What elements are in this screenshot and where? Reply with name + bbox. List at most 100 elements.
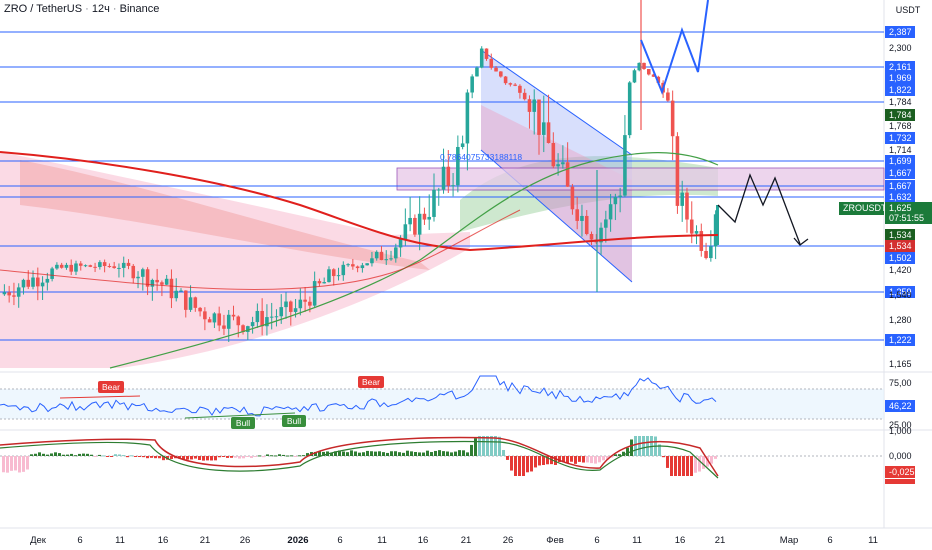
macd-histogram-bar	[178, 456, 181, 459]
candle-body	[394, 247, 398, 259]
candle-body	[432, 189, 436, 217]
price-level-tag-label: 2,387	[889, 27, 912, 37]
candle-body	[561, 162, 565, 165]
price-tick-label: 1,768	[889, 121, 912, 131]
macd-histogram-bar	[666, 456, 669, 468]
candle-body	[246, 326, 250, 332]
candle-body	[689, 219, 694, 234]
macd-histogram-bar	[578, 456, 581, 462]
macd-histogram-bar	[534, 456, 537, 468]
macd-histogram-bar	[542, 456, 545, 465]
candle-body	[74, 263, 78, 272]
macd-histogram-bar	[370, 451, 373, 456]
time-axis-label: 16	[158, 535, 169, 546]
macd-histogram-bar	[406, 450, 409, 456]
macd-histogram-bar	[42, 453, 45, 456]
candle-body	[642, 62, 646, 70]
macd-histogram-bar	[438, 450, 441, 456]
candle-body	[327, 269, 331, 283]
macd-histogram-bar	[166, 456, 169, 460]
macd-pane[interactable]	[0, 430, 884, 528]
macd-histogram-bar	[510, 456, 513, 471]
candle-body	[26, 279, 31, 287]
macd-histogram-bar	[14, 456, 17, 471]
macd-histogram-bar	[306, 453, 309, 456]
time-axis-label: 16	[675, 535, 686, 546]
pink-trend-cloud-inner	[20, 160, 430, 270]
macd-cut-tag	[885, 479, 915, 484]
macd-histogram-bar	[506, 456, 509, 460]
candle-body	[212, 313, 217, 323]
macd-histogram-bar	[90, 454, 93, 456]
bear-label: Bear	[362, 377, 380, 387]
macd-histogram-bar	[366, 450, 369, 456]
macd-histogram-bar	[82, 453, 85, 456]
macd-histogram-bar	[670, 456, 673, 476]
candle-body	[179, 290, 183, 292]
macd-histogram-bar	[398, 452, 401, 456]
candle-body	[193, 297, 198, 308]
macd-histogram-bar	[130, 455, 133, 457]
symbol-tag-label: ZROUSDT	[843, 203, 887, 213]
candle-body	[274, 316, 279, 318]
macd-histogram-bar	[190, 456, 193, 460]
bull-divergence-line	[184, 412, 296, 419]
macd-histogram-bar	[314, 451, 317, 456]
projection-up-path[interactable]	[640, 0, 709, 95]
candle-body	[2, 292, 7, 295]
bull-label: Bull	[236, 418, 250, 428]
candle-body	[618, 195, 622, 197]
price-level-tag-label: 1,822	[889, 85, 912, 95]
candle-body	[422, 213, 427, 220]
time-axis-label: 21	[715, 535, 726, 546]
fib-level-label: 0.7864075733188118	[440, 152, 522, 162]
macd-tick-label: 0,000	[889, 451, 912, 461]
candle-body	[141, 269, 145, 277]
macd-histogram-bar	[434, 450, 437, 456]
macd-histogram-bar	[614, 454, 617, 456]
macd-histogram-bar	[138, 456, 141, 457]
macd-histogram-bar	[86, 453, 89, 456]
candle-body	[317, 281, 322, 284]
macd-histogram-bar	[330, 452, 333, 456]
macd-histogram-bar	[122, 455, 125, 457]
last-candle-body	[716, 205, 719, 245]
macd-histogram-bar	[622, 451, 625, 456]
macd-histogram-bar	[262, 456, 265, 458]
macd-histogram-bar	[114, 454, 117, 456]
candle-body	[336, 275, 341, 277]
candle-body	[269, 316, 274, 318]
bear-divergence-line	[59, 395, 141, 399]
candle-body	[98, 262, 102, 268]
bull-label: Bull	[287, 416, 301, 426]
price-level-tag	[885, 61, 915, 73]
current-price-tag	[885, 202, 932, 224]
candle-body	[479, 48, 484, 68]
candle-body	[699, 231, 704, 251]
macd-histogram-bar	[586, 456, 589, 463]
candle-body	[460, 143, 465, 147]
candle-body	[126, 262, 131, 266]
price-level-tag	[885, 191, 915, 203]
projection-zigzag-path[interactable]	[717, 173, 801, 245]
macd-histogram-bar	[514, 456, 517, 476]
candle-body	[203, 311, 207, 320]
candle-body	[527, 99, 532, 112]
macd-histogram-bar	[242, 456, 245, 459]
interval-label[interactable]: 12ч	[91, 3, 110, 15]
macd-histogram-bar	[466, 452, 469, 456]
candle-body	[69, 264, 73, 272]
candle-body	[499, 71, 503, 77]
price-level-tag	[885, 72, 915, 84]
macd-histogram-bar	[574, 456, 577, 464]
macd-histogram-bar	[478, 436, 481, 456]
macd-histogram-bar	[526, 456, 529, 473]
macd-histogram-bar	[546, 456, 549, 465]
price-level-tag	[885, 334, 915, 346]
bear-label-badge	[98, 381, 124, 393]
candle-body	[551, 143, 556, 167]
countdown-label: 07:51:55	[889, 213, 924, 223]
macd-histogram-bar	[558, 456, 561, 463]
macd-histogram-bar	[594, 456, 597, 464]
